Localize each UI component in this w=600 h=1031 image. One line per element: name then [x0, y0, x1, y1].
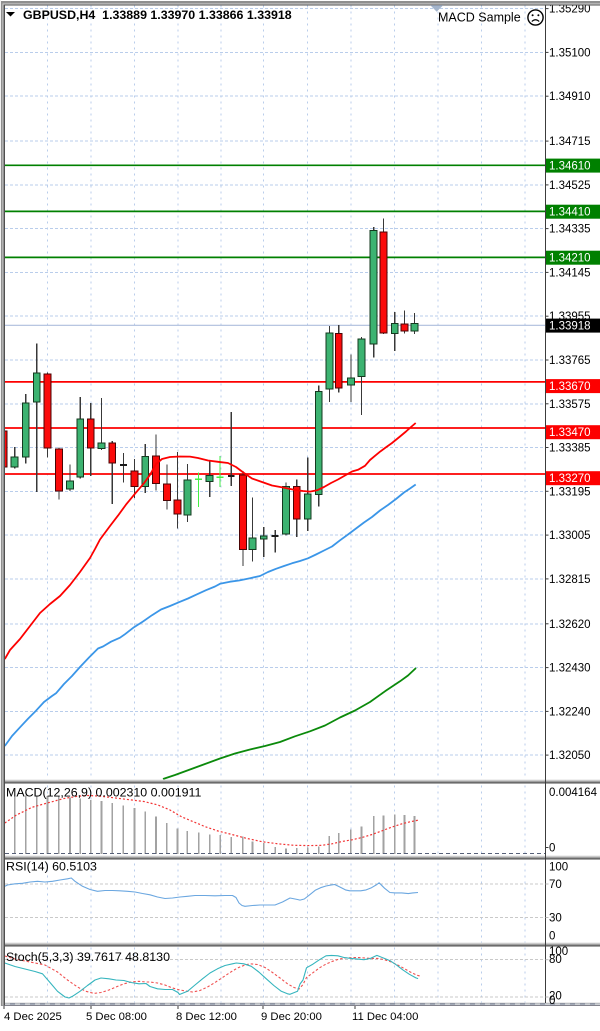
svg-text:1.33195: 1.33195	[549, 486, 591, 498]
svg-text:1.32815: 1.32815	[549, 574, 591, 586]
svg-text:MACD Sample: MACD Sample	[438, 11, 521, 25]
svg-text:1.33670: 1.33670	[549, 381, 591, 393]
svg-text:0: 0	[549, 930, 555, 942]
svg-text:80: 80	[549, 954, 562, 966]
svg-text:9 Dec 20:00: 9 Dec 20:00	[261, 1011, 322, 1023]
svg-text:0: 0	[549, 995, 555, 1007]
svg-text:1.33270: 1.33270	[549, 473, 591, 485]
svg-text:1.34410: 1.34410	[549, 207, 591, 219]
svg-text:1.33918: 1.33918	[549, 321, 591, 333]
svg-text:1.34335: 1.34335	[549, 224, 591, 236]
svg-text:30: 30	[549, 913, 562, 925]
svg-text:20: 20	[549, 991, 562, 1003]
svg-text:1.32050: 1.32050	[549, 750, 591, 762]
svg-text:4 Dec 2025: 4 Dec 2025	[4, 1011, 62, 1023]
svg-text:8 Dec 12:00: 8 Dec 12:00	[176, 1011, 237, 1023]
svg-text:11 Dec 04:00: 11 Dec 04:00	[352, 1011, 418, 1023]
svg-text:1.34210: 1.34210	[549, 253, 591, 265]
svg-text:100: 100	[549, 946, 568, 958]
svg-text:100: 100	[549, 862, 568, 874]
svg-text:MACD(12,26,9) 0.002310 0.00191: MACD(12,26,9) 0.002310 0.001911	[6, 786, 202, 800]
svg-text:1.33765: 1.33765	[549, 355, 591, 367]
svg-text:RSI(14) 60.5103: RSI(14) 60.5103	[6, 860, 97, 874]
svg-text:5 Dec 08:00: 5 Dec 08:00	[86, 1011, 147, 1023]
svg-text:1.34525: 1.34525	[549, 180, 591, 192]
svg-text:1.33005: 1.33005	[549, 530, 591, 542]
svg-text:1.34610: 1.34610	[549, 161, 591, 173]
svg-text:1.32620: 1.32620	[549, 619, 591, 631]
svg-text:1.34910: 1.34910	[549, 91, 591, 103]
svg-text:1.34145: 1.34145	[549, 267, 591, 279]
svg-text:1.32240: 1.32240	[549, 706, 591, 718]
svg-text:1.33385: 1.33385	[549, 443, 591, 455]
svg-text:1.33470: 1.33470	[549, 427, 591, 439]
svg-text:0.004164: 0.004164	[549, 787, 598, 799]
svg-text:1.35290: 1.35290	[549, 4, 591, 16]
svg-text:GBPUSD,H4 1.33889 1.33970 1.3: GBPUSD,H4 1.33889 1.33970 1.33866 1.3391…	[23, 8, 292, 22]
svg-text:1.32430: 1.32430	[549, 663, 591, 675]
svg-text:0: 0	[549, 843, 555, 855]
svg-text:1.34715: 1.34715	[549, 136, 591, 148]
svg-text:Stoch(5,3,3) 39.7617 48.8130: Stoch(5,3,3) 39.7617 48.8130	[6, 950, 170, 964]
svg-text:1.35100: 1.35100	[549, 47, 591, 59]
svg-text:70: 70	[549, 879, 562, 891]
svg-text:1.33575: 1.33575	[549, 399, 591, 411]
